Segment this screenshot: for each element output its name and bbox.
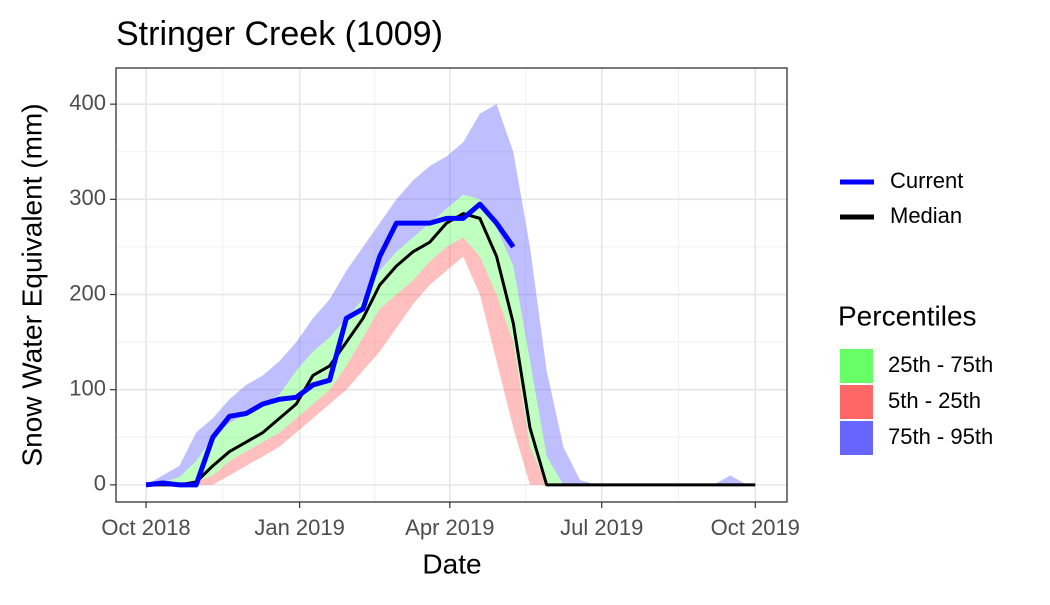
series-line (145, 201, 516, 488)
x-axis-label: Date (422, 548, 481, 579)
legend-key (840, 349, 873, 383)
plot-area (116, 68, 787, 502)
legend-label: Median (890, 203, 962, 228)
chart-title: Stringer Creek (1009) (116, 15, 443, 53)
x-tick-label: Apr 2019 (405, 515, 494, 540)
y-axis-label: Snow Water Equivalent (mm) (16, 103, 47, 466)
legend-label: Current (890, 168, 963, 193)
legend-title: Percentiles (838, 300, 977, 331)
x-tick-label: Jul 2019 (560, 515, 643, 540)
plot-background (116, 68, 787, 502)
legend-label: 25th - 75th (888, 352, 993, 377)
legend-key (840, 385, 873, 419)
x-tick-label: Oct 2018 (101, 515, 190, 540)
legend-label: 75th - 95th (888, 424, 993, 449)
x-tick-label: Oct 2019 (711, 515, 800, 540)
y-tick-label: 200 (69, 280, 106, 305)
percentile-band (146, 237, 756, 485)
y-tick-label: 300 (69, 185, 106, 210)
x-tick-label: Jan 2019 (254, 515, 345, 540)
percentile-band (146, 194, 756, 485)
y-tick-label: 0 (94, 471, 106, 496)
plot-border (115, 67, 788, 503)
percentile-band (146, 104, 756, 485)
y-tick-label: 400 (69, 90, 106, 115)
y-tick-label: 100 (69, 376, 106, 401)
legend-label: 5th - 25th (888, 388, 981, 413)
legend-key (840, 421, 873, 455)
